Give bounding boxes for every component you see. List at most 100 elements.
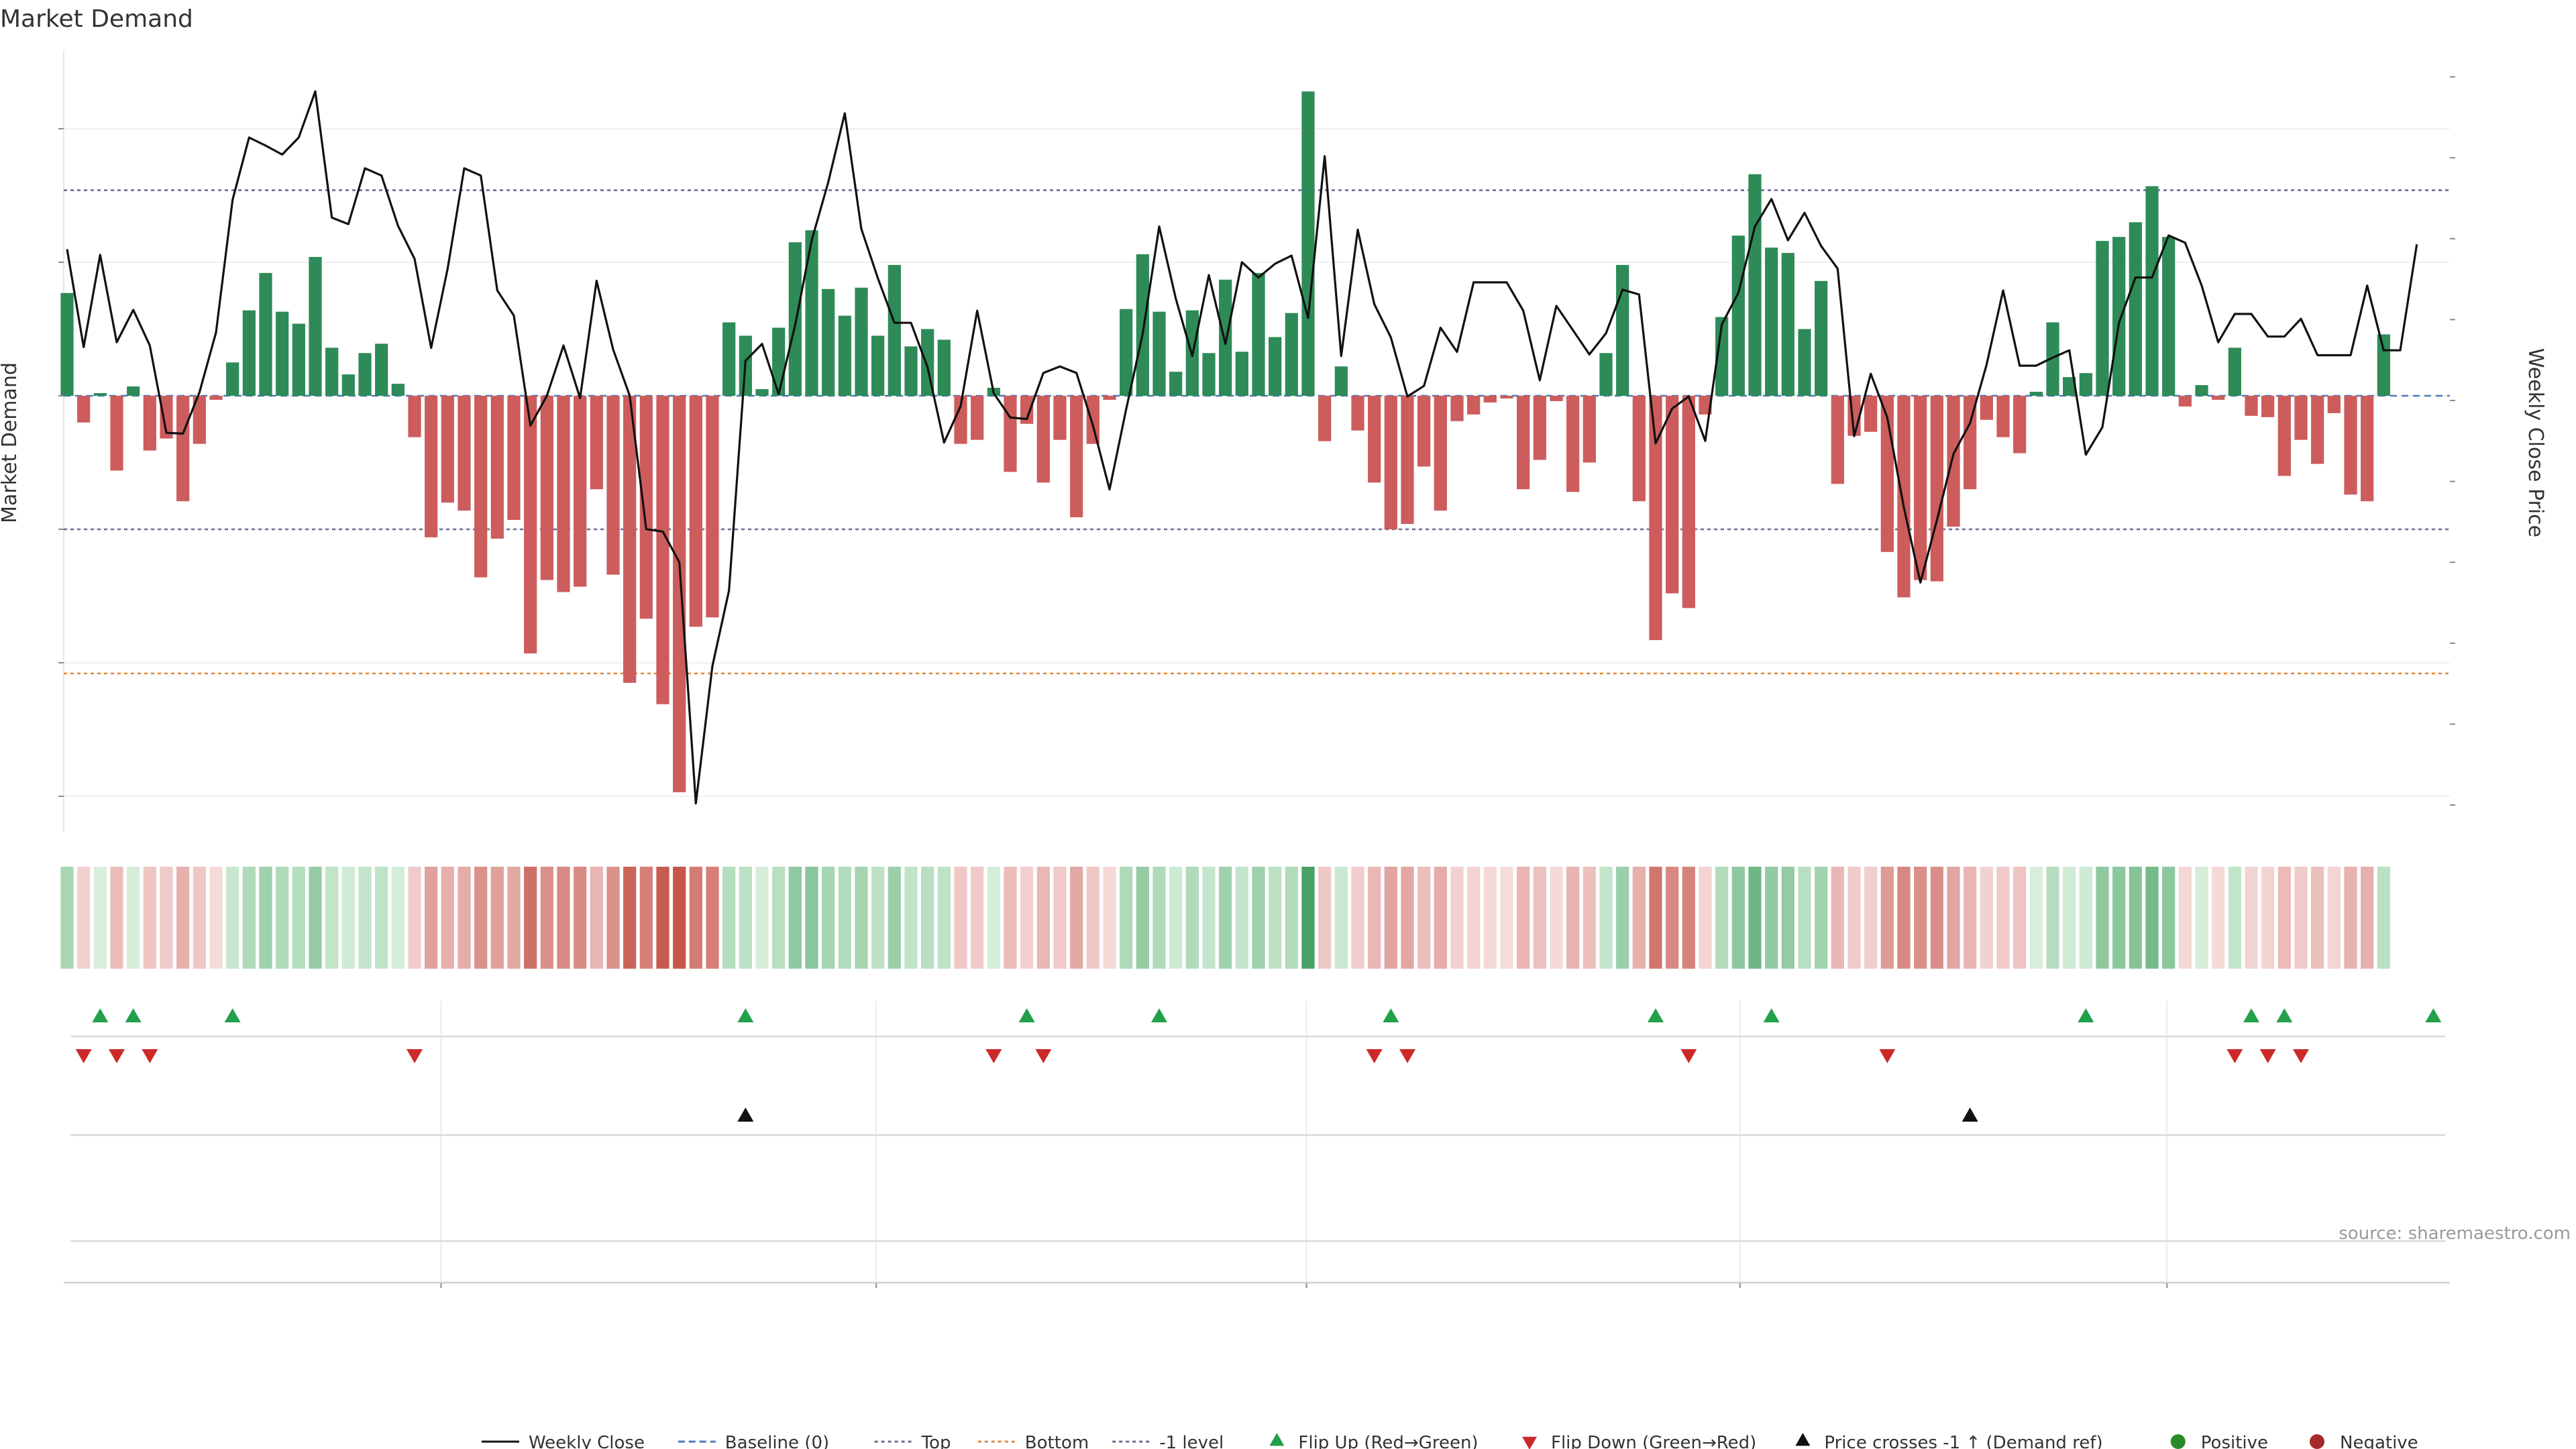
heatmap-cell: [673, 867, 686, 969]
x-axis: [64, 1281, 2450, 1288]
heatmap-cell: [755, 867, 769, 969]
flip-down-marker: [2226, 1049, 2243, 1063]
demand-bar: [60, 292, 74, 396]
heatmap-cell: [425, 867, 438, 969]
demand-bar: [2079, 373, 2092, 396]
heatmap-cell: [375, 867, 388, 969]
heatmap-cell: [2129, 867, 2142, 969]
demand-bar: [1020, 396, 1034, 424]
demand-bar: [1632, 396, 1646, 502]
heatmap-cell: [1235, 867, 1248, 969]
heatmap-cell: [1815, 867, 1828, 969]
heatmap-cell: [1880, 867, 1894, 969]
heatmap-cell: [1450, 867, 1464, 969]
heatmap-cell: [1318, 867, 1332, 969]
demand-bar: [1384, 396, 1397, 529]
heatmap-cell: [2029, 867, 2043, 969]
flip-down-marker: [75, 1049, 92, 1063]
demand-bar: [1517, 396, 1530, 490]
demand-bar: [425, 396, 438, 537]
demand-bar: [1798, 329, 1811, 396]
flip-down-marker: [142, 1049, 158, 1063]
heatmap-cell: [490, 867, 504, 969]
y2-axis-label: Weekly Close Price: [2524, 348, 2547, 537]
legend-swatch: [1795, 1433, 1811, 1446]
demand-bar: [93, 393, 107, 396]
heatmap-cell: [838, 867, 851, 969]
demand-bar: [937, 339, 951, 396]
heatmap-cell: [1632, 867, 1646, 969]
demand-bar: [176, 396, 190, 502]
demand-bar: [1996, 396, 2010, 437]
demand-bar: [507, 396, 521, 521]
heatmap-cell: [2096, 867, 2109, 969]
demand-bar: [408, 396, 421, 437]
demand-bar: [2178, 396, 2192, 407]
flip-down-marker: [1366, 1049, 1383, 1063]
demand-bar: [1136, 254, 1149, 396]
demand-bar: [1401, 396, 1414, 525]
price-cross-marker: [1962, 1108, 1978, 1122]
heatmap-cell: [1004, 867, 1017, 969]
legend-label: Baseline (0): [725, 1433, 829, 1449]
heatmap-cell: [226, 867, 239, 969]
heatmap-cell: [1185, 867, 1199, 969]
legend-label: Flip Down (Green→Red): [1551, 1433, 1756, 1449]
heatmap-cell: [1964, 867, 1977, 969]
demand-bar: [656, 396, 669, 704]
demand-bar: [524, 396, 537, 654]
demand-bar: [1831, 396, 1844, 484]
flip-down-marker: [109, 1049, 125, 1063]
flip-down-marker: [1035, 1049, 1052, 1063]
flip-up-marker: [1151, 1008, 1167, 1022]
demand-bar: [1252, 272, 1265, 396]
demand-bar: [1301, 91, 1315, 396]
demand-bar: [143, 396, 156, 451]
heatmap-cell: [292, 867, 305, 969]
heatmap-cell: [2311, 867, 2324, 969]
demand-bar: [2294, 396, 2308, 440]
demand-bar: [1566, 396, 1580, 492]
flip-down-marker: [2293, 1049, 2309, 1063]
heatmap-cell: [1765, 867, 1778, 969]
heatmap-cell: [1103, 867, 1116, 969]
heatmap-cell: [1070, 867, 1083, 969]
demand-bar: [1980, 396, 1993, 420]
heatmap-cell: [1417, 867, 1431, 969]
demand-bar: [1235, 352, 1248, 396]
demand-bar: [2029, 392, 2043, 396]
heatmap-cell: [110, 867, 123, 969]
heatmap-cell: [2046, 867, 2059, 969]
heatmap-cell: [1301, 867, 1315, 969]
heatmap-cell: [1202, 867, 1216, 969]
heatmap-cell: [2212, 867, 2225, 969]
demand-bar: [1897, 396, 1911, 598]
heatmap-cell: [1086, 867, 1099, 969]
legend-label: Weekly Close: [529, 1433, 645, 1449]
demand-bar: [2063, 377, 2076, 396]
demand-bar: [540, 396, 553, 580]
demand-bar: [2162, 237, 2176, 396]
flip-down-marker: [1399, 1049, 1415, 1063]
heatmap-cell: [606, 867, 620, 969]
heatmap-cell: [1781, 867, 1794, 969]
demand-bar: [1086, 396, 1099, 444]
heatmap-cell: [540, 867, 553, 969]
heatmap-cell: [60, 867, 74, 969]
demand-bar: [2096, 241, 2109, 396]
demand-bar: [2245, 396, 2258, 416]
heatmap-cell: [1582, 867, 1596, 969]
heatmap-cell: [2162, 867, 2176, 969]
demand-bar: [458, 396, 471, 511]
demand-bar: [2377, 334, 2390, 396]
demand-bar: [1599, 353, 1613, 396]
flip-up-marker: [2276, 1008, 2293, 1022]
heatmap-cell: [1798, 867, 1811, 969]
heatmap-cell: [1864, 867, 1878, 969]
price-cross-marker: [737, 1108, 754, 1122]
heatmap-cell: [1334, 867, 1348, 969]
heatmap-cell: [855, 867, 868, 969]
demand-bar: [127, 386, 140, 396]
legend-item: Price crosses -1 ↑ (Demand ref): [1795, 1433, 2103, 1449]
heatmap-cell: [987, 867, 1000, 969]
